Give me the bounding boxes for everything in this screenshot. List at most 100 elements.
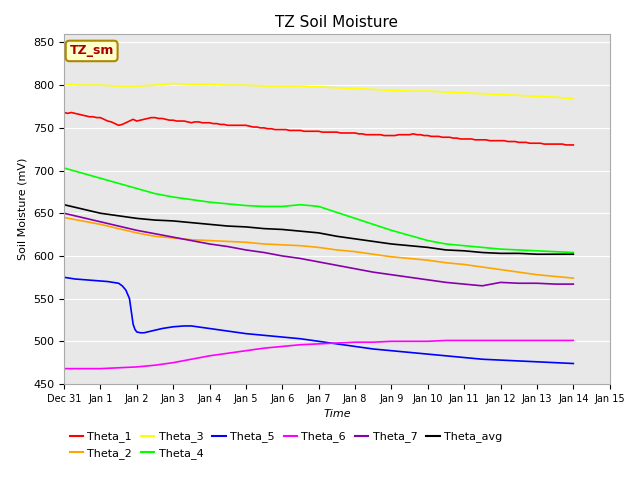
Theta_2 (388, 254, 396, 260)
Theta_3 (369, 86, 377, 92)
Theta_avg (479, 250, 486, 255)
Theta_1 (570, 142, 577, 148)
Theta_6 (497, 337, 504, 343)
Theta_5 (460, 355, 468, 360)
Theta_1 (562, 142, 570, 148)
Title: TZ Soil Moisture: TZ Soil Moisture (275, 15, 398, 30)
Theta_5 (296, 336, 304, 342)
Theta_6 (60, 366, 68, 372)
Theta_7 (406, 275, 413, 280)
Theta_2 (133, 230, 141, 236)
Line: Theta_7: Theta_7 (64, 213, 573, 286)
Theta_6 (170, 360, 177, 366)
Theta_6 (205, 353, 213, 359)
Theta_1 (493, 138, 500, 144)
Theta_5 (515, 358, 523, 364)
Theta_3 (115, 83, 122, 89)
Theta_2 (351, 249, 359, 254)
Theta_3 (515, 93, 523, 98)
Theta_5 (125, 296, 133, 301)
Theta_6 (278, 344, 286, 349)
X-axis label: Time: Time (323, 409, 351, 419)
Theta_6 (369, 339, 377, 345)
Theta_4 (170, 194, 177, 200)
Theta_5 (158, 325, 166, 331)
Theta_3 (479, 91, 486, 96)
Theta_2 (242, 240, 250, 245)
Theta_4 (115, 180, 122, 186)
Theta_7 (442, 279, 450, 285)
Theta_7 (170, 234, 177, 240)
Theta_4 (278, 204, 286, 209)
Theta_avg (97, 210, 104, 216)
Theta_avg (515, 251, 523, 256)
Theta_4 (533, 248, 541, 254)
Theta_6 (442, 337, 450, 343)
Theta_5 (442, 353, 450, 359)
Theta_4 (424, 238, 431, 243)
Theta_1 (64, 110, 72, 116)
Theta_6 (260, 345, 268, 351)
Theta_2 (115, 226, 122, 231)
Theta_avg (205, 221, 213, 227)
Theta_5 (82, 277, 90, 283)
Theta_6 (333, 340, 340, 346)
Theta_6 (151, 362, 159, 368)
Line: Theta_3: Theta_3 (64, 84, 573, 99)
Theta_5 (278, 334, 286, 340)
Theta_avg (315, 230, 323, 236)
Theta_2 (333, 247, 340, 253)
Theta_7 (315, 259, 323, 265)
Theta_2 (224, 239, 232, 244)
Theta_3 (133, 83, 141, 89)
Theta_2 (188, 237, 195, 242)
Theta_6 (315, 341, 323, 347)
Theta_2 (369, 252, 377, 257)
Theta_5 (533, 359, 541, 365)
Theta_2 (497, 267, 504, 273)
Theta_7 (278, 253, 286, 259)
Line: Theta_1: Theta_1 (64, 112, 573, 145)
Theta_4 (369, 221, 377, 227)
Theta_1 (544, 141, 552, 147)
Y-axis label: Soil Moisture (mV): Soil Moisture (mV) (17, 158, 28, 260)
Line: Theta_2: Theta_2 (64, 217, 573, 278)
Theta_avg (551, 252, 559, 257)
Theta_7 (424, 277, 431, 283)
Theta_7 (151, 231, 159, 237)
Theta_4 (333, 209, 340, 215)
Theta_3 (551, 94, 559, 100)
Line: Theta_6: Theta_6 (64, 340, 573, 369)
Theta_3 (78, 82, 86, 88)
Theta_6 (388, 338, 396, 344)
Line: Theta_5: Theta_5 (64, 277, 573, 363)
Theta_3 (170, 81, 177, 86)
Theta_avg (242, 224, 250, 230)
Theta_1 (60, 109, 68, 115)
Theta_2 (460, 262, 468, 267)
Theta_7 (460, 281, 468, 287)
Theta_6 (78, 366, 86, 372)
Theta_5 (315, 338, 323, 344)
Legend: Theta_1, Theta_2, Theta_3, Theta_4, Theta_5, Theta_6, Theta_7, Theta_avg: Theta_1, Theta_2, Theta_3, Theta_4, Thet… (70, 432, 502, 459)
Theta_3 (97, 82, 104, 88)
Theta_avg (170, 218, 177, 224)
Theta_2 (78, 218, 86, 224)
Theta_3 (188, 82, 195, 87)
Theta_5 (242, 331, 250, 336)
Theta_3 (442, 89, 450, 95)
Theta_2 (60, 215, 68, 220)
Theta_7 (188, 238, 195, 243)
Theta_6 (551, 337, 559, 343)
Theta_6 (424, 338, 431, 344)
Theta_6 (224, 350, 232, 356)
Theta_1 (227, 122, 235, 128)
Theta_5 (260, 333, 268, 338)
Theta_2 (170, 235, 177, 241)
Theta_avg (388, 241, 396, 247)
Theta_5 (140, 330, 148, 336)
Theta_7 (78, 215, 86, 220)
Theta_6 (296, 342, 304, 348)
Theta_avg (442, 247, 450, 253)
Theta_5 (170, 324, 177, 330)
